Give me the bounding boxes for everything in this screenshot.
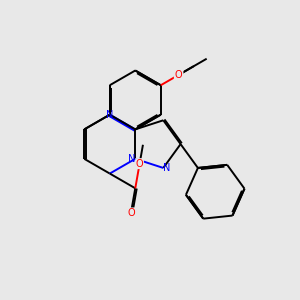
Text: N: N (106, 110, 113, 120)
Text: O: O (175, 70, 182, 80)
Text: O: O (127, 208, 135, 218)
Text: O: O (194, 65, 195, 66)
Text: O: O (175, 70, 182, 80)
Text: N: N (163, 163, 170, 173)
Text: N: N (128, 154, 135, 164)
Text: O: O (136, 159, 143, 169)
